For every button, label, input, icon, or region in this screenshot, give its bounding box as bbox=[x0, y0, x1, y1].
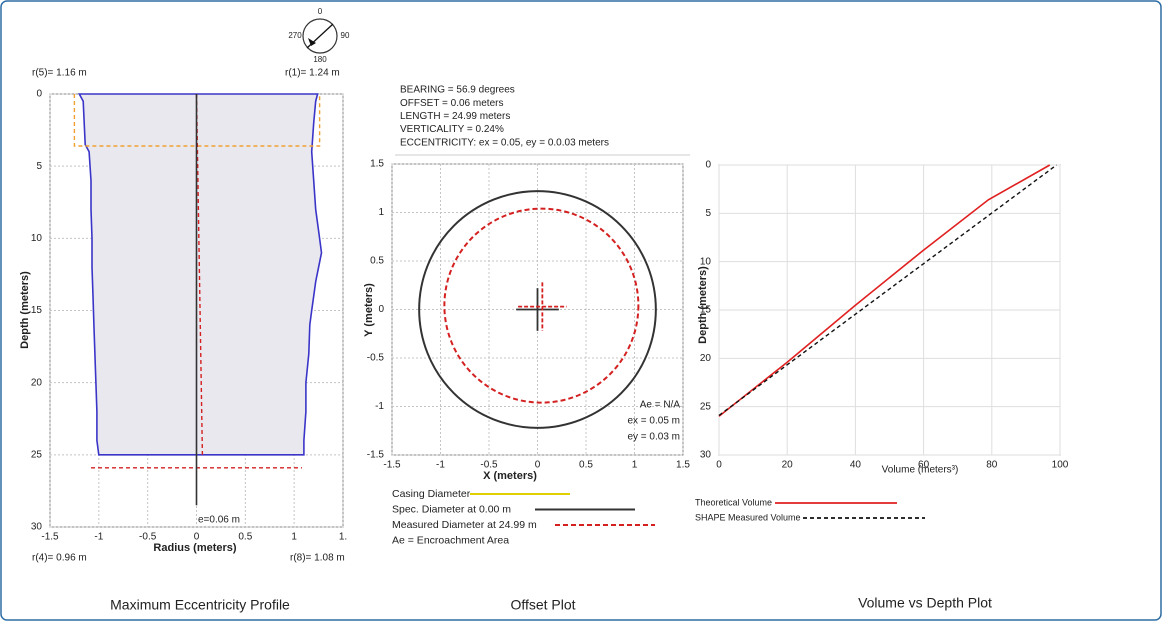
legend-label: Theoretical Volume bbox=[695, 497, 772, 507]
diameter-circle bbox=[443, 207, 640, 404]
series-line bbox=[73, 94, 321, 147]
plot-note: ex = 0.05 m bbox=[627, 416, 680, 427]
x-tick-label: -1 bbox=[436, 460, 445, 471]
x-tick-label: 1 bbox=[632, 460, 638, 471]
y-tick-label: 15 bbox=[31, 305, 43, 316]
x-axis-title: Radius (meters) bbox=[153, 542, 236, 554]
x-tick-label: -0.5 bbox=[139, 532, 157, 543]
compass-label: 0 bbox=[318, 7, 323, 16]
x-tick-label: 40 bbox=[850, 460, 862, 471]
x-tick-label: 0 bbox=[716, 460, 722, 471]
series-line bbox=[718, 164, 1058, 416]
y-tick-label: 25 bbox=[31, 449, 43, 460]
info-line: VERTICALITY = 0.24% bbox=[400, 124, 504, 135]
x-tick-label: 1. bbox=[339, 532, 347, 543]
y-tick-label: 25 bbox=[700, 401, 712, 412]
x-tick-label: 20 bbox=[782, 460, 794, 471]
info-line: ECCENTRICITY: ex = 0.05, ey = 0.0.03 met… bbox=[400, 137, 609, 148]
x-axis-title: Volume (meters³) bbox=[882, 465, 959, 476]
caption: Maximum Eccentricity Profile bbox=[110, 597, 290, 613]
info-line: BEARING = 56.9 degrees bbox=[400, 85, 515, 96]
y-tick-label: 5 bbox=[36, 161, 42, 172]
plot-note: Ae = N/A bbox=[640, 400, 681, 411]
x-tick-label: 0.5 bbox=[579, 460, 593, 471]
y-tick-label: 0 bbox=[705, 160, 711, 171]
compass-arrowhead bbox=[308, 38, 316, 46]
legend-label: Spec. Diameter at 0.00 m bbox=[392, 503, 511, 515]
y-axis-title: Depth (meters) bbox=[19, 271, 31, 349]
x-tick-label: -1 bbox=[94, 532, 103, 543]
info-line: LENGTH = 24.99 meters bbox=[400, 111, 510, 122]
compass-label: 270 bbox=[288, 31, 302, 40]
y-tick-label: 20 bbox=[700, 353, 712, 364]
x-tick-label: 60 bbox=[918, 460, 930, 471]
legend-label: Measured Diameter at 24.99 m bbox=[392, 519, 537, 531]
x-tick-label: 1.5 bbox=[676, 460, 690, 471]
x-tick-label: -1.5 bbox=[41, 532, 59, 543]
y-tick-label: 0 bbox=[36, 89, 42, 100]
y-tick-label: 0 bbox=[378, 304, 384, 315]
annotation: r(1)= 1.24 m bbox=[285, 68, 340, 79]
y-axis-title: Y (meters) bbox=[363, 283, 375, 337]
annotation: r(5)= 1.16 m bbox=[32, 68, 87, 79]
annotation: e=0.06 m bbox=[198, 515, 240, 526]
x-tick-label: -1.5 bbox=[383, 460, 401, 471]
y-tick-label: 1 bbox=[378, 207, 384, 218]
y-tick-label: -0.5 bbox=[367, 353, 385, 364]
x-tick-label: -0.5 bbox=[480, 460, 498, 471]
plot-note: ey = 0.03 m bbox=[627, 432, 680, 443]
annotation: r(4)= 0.96 m bbox=[32, 553, 87, 564]
diameter-circle bbox=[418, 190, 657, 429]
y-axis-title: Depth (meters) bbox=[697, 266, 709, 344]
y-tick-label: 20 bbox=[31, 377, 43, 388]
annotation: r(8)= 1.08 m bbox=[290, 553, 345, 564]
y-tick-label: -1 bbox=[375, 401, 384, 412]
caption: Offset Plot bbox=[510, 597, 575, 613]
y-tick-label: 30 bbox=[700, 450, 712, 461]
y-tick-label: 10 bbox=[700, 256, 712, 267]
y-tick-label: 1.5 bbox=[370, 159, 384, 170]
series-line bbox=[718, 164, 1051, 417]
x-tick-label: 80 bbox=[986, 460, 998, 471]
profile-outline bbox=[77, 93, 323, 456]
y-tick-label: 10 bbox=[31, 233, 43, 244]
y-tick-label: -1.5 bbox=[367, 450, 385, 461]
x-tick-label: 1 bbox=[291, 532, 297, 543]
x-tick-label: 0 bbox=[535, 460, 541, 471]
compass-label: 180 bbox=[313, 55, 327, 64]
y-tick-label: 0.5 bbox=[370, 256, 384, 267]
y-tick-label: 5 bbox=[705, 208, 711, 219]
caption: Volume vs Depth Plot bbox=[858, 595, 992, 611]
compass-label: 90 bbox=[341, 31, 350, 40]
x-tick-label: 100 bbox=[1052, 460, 1069, 471]
legend-note: Ae = Encroachment Area bbox=[392, 534, 509, 546]
y-tick-label: 15 bbox=[700, 305, 712, 316]
info-line: OFFSET = 0.06 meters bbox=[400, 98, 503, 109]
x-tick-label: 0.5 bbox=[238, 532, 252, 543]
x-axis-title: X (meters) bbox=[483, 470, 537, 482]
y-tick-label: 30 bbox=[31, 522, 43, 533]
legend-label: SHAPE Measured Volume bbox=[695, 512, 801, 522]
legend-label: Casing Diameter bbox=[392, 488, 471, 500]
x-tick-label: 0 bbox=[194, 532, 200, 543]
